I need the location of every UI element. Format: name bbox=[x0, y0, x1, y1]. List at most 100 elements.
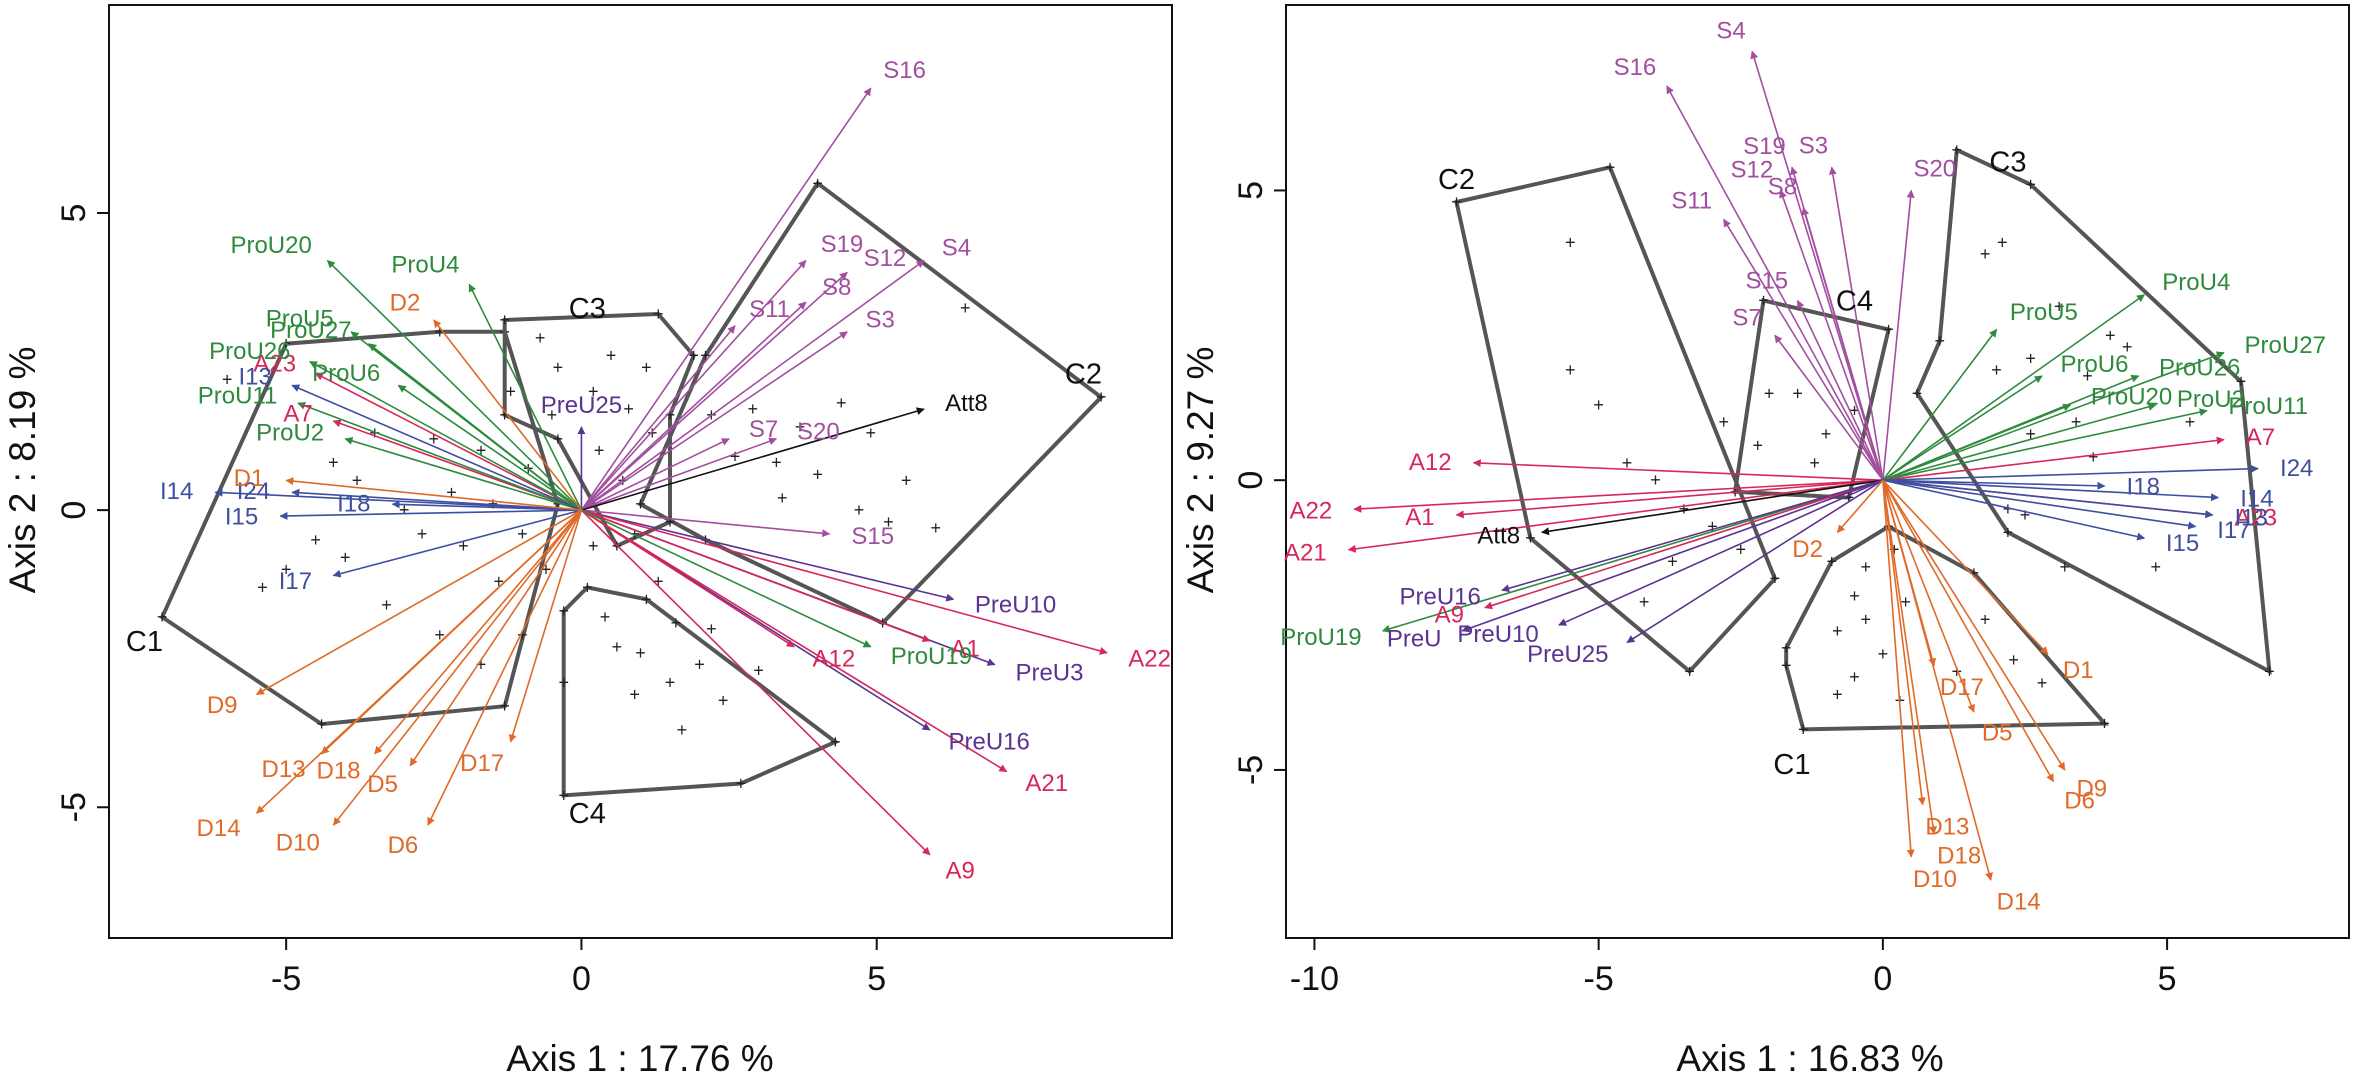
right-observation-point: + bbox=[2105, 325, 2116, 345]
left-vector-label-d17: D17 bbox=[460, 750, 504, 777]
left-vector-a22 bbox=[581, 509, 1108, 655]
right-vector-label-i24: I24 bbox=[2280, 455, 2313, 482]
right-vector-s15 bbox=[1796, 299, 1884, 481]
right-vector-label-prou26: ProU26 bbox=[2159, 355, 2240, 382]
right-vector-prou2 bbox=[1882, 402, 2157, 481]
left-hull-vertex-point: + bbox=[499, 696, 510, 716]
left-vector-d5 bbox=[409, 509, 583, 767]
left-hull-vertex-point: + bbox=[812, 173, 823, 193]
right-vector-prou27 bbox=[1882, 351, 2225, 481]
left-y-tick-label: -5 bbox=[55, 792, 93, 822]
left-vector-i13 bbox=[291, 384, 582, 511]
left-vector-a21 bbox=[581, 509, 1008, 773]
left-cluster-label-c2: C2 bbox=[1065, 358, 1102, 390]
left-vector-prou27 bbox=[368, 343, 582, 511]
right-vector-prou11 bbox=[1882, 408, 2208, 481]
left-observation-point: + bbox=[753, 661, 764, 681]
left-vector-d2 bbox=[433, 319, 583, 511]
left-cluster-label-c4: C4 bbox=[569, 798, 606, 830]
right-vector-label-preu25: PreU25 bbox=[1527, 641, 1608, 668]
left-vector-att8 bbox=[581, 407, 925, 511]
right-hull-vertex-point: + bbox=[2236, 372, 2247, 392]
left-vector-label-prou6: ProU6 bbox=[312, 360, 380, 387]
right-vector-label-s11: S11 bbox=[1671, 188, 1712, 215]
right-y-ticks: -5 0 5 bbox=[1232, 181, 1286, 785]
left-vector-label-prou19: ProU19 bbox=[891, 643, 972, 670]
left-observation-point: + bbox=[612, 637, 623, 657]
right-observation-point: + bbox=[1849, 667, 1860, 687]
right-vector-label-att8: Att8 bbox=[1477, 523, 1520, 550]
left-vector-label-att8: Att8 bbox=[945, 390, 988, 417]
right-cluster-label-c4: C4 bbox=[1836, 286, 1873, 318]
right-vector-label-i15: I15 bbox=[2166, 530, 2199, 557]
left-observation-point: + bbox=[866, 423, 877, 443]
right-vector-s8 bbox=[1801, 207, 1884, 481]
left-cluster-hull-c1 bbox=[159, 329, 560, 727]
left-observation-point: + bbox=[747, 399, 758, 419]
left-vector-prou11 bbox=[297, 401, 582, 511]
right-hull-vertex-point: + bbox=[1525, 528, 1536, 548]
left-observation-point: + bbox=[812, 464, 823, 484]
right-vector-prou19 bbox=[1381, 479, 1884, 633]
right-observation-point: + bbox=[1667, 551, 1678, 571]
left-hull-vertex-point: + bbox=[316, 714, 327, 734]
left-observation-point: + bbox=[777, 488, 788, 508]
left-vector-label-a9: A9 bbox=[946, 857, 975, 884]
right-vector-label-prou6: ProU6 bbox=[2060, 351, 2128, 378]
left-observation-point: + bbox=[594, 441, 605, 461]
right-vector-label-d13: D13 bbox=[1925, 814, 1969, 841]
right-cluster-hull-c3 bbox=[1914, 146, 2272, 675]
right-hull-vertex-point: + bbox=[1883, 320, 1894, 340]
left-vector-s4 bbox=[580, 259, 925, 511]
left-vector-label-s8: S8 bbox=[822, 274, 851, 301]
right-vector-d13 bbox=[1882, 480, 1926, 806]
right-vector-d9 bbox=[1882, 479, 2066, 771]
right-observation-point: + bbox=[1980, 244, 1991, 264]
left-vector-i15 bbox=[279, 509, 582, 520]
right-observation-point: + bbox=[1889, 540, 1900, 560]
left-hull-vertex-point: + bbox=[641, 589, 652, 609]
left-observation-point: + bbox=[476, 655, 487, 675]
right-hull-vertex-point: + bbox=[1781, 656, 1792, 676]
right-observation-point: + bbox=[2037, 673, 2048, 693]
left-observation-point: + bbox=[836, 393, 847, 413]
left-observation-point: + bbox=[629, 524, 640, 544]
right-hull-vertex-point: + bbox=[2264, 661, 2275, 681]
left-y-tick-label: 5 bbox=[55, 204, 93, 223]
right-observation-point: + bbox=[1861, 609, 1872, 629]
left-vector-prou19 bbox=[581, 509, 872, 648]
right-observation-point: + bbox=[2025, 348, 2036, 368]
right-plot-frame bbox=[1285, 4, 2350, 939]
right-vector-d14 bbox=[1882, 479, 1993, 881]
left-observation-point: + bbox=[310, 530, 321, 550]
right-hull-vertex-point: + bbox=[1826, 551, 1837, 571]
right-vector-label-d9: D9 bbox=[2076, 776, 2107, 803]
left-vector-label-a23: A23 bbox=[253, 350, 296, 377]
left-clusters: + + + + + + + + + + + + + + + + + + + + + + + + + + + + bbox=[157, 173, 1106, 805]
left-observation-point: + bbox=[706, 619, 717, 639]
left-observation-point: + bbox=[771, 453, 782, 473]
left-vector-s20 bbox=[581, 437, 778, 511]
right-vector-label-d10: D10 bbox=[1913, 866, 1957, 893]
left-hull-vertex-point: + bbox=[558, 785, 569, 805]
left-vector-label-s12: S12 bbox=[864, 245, 907, 272]
left-observation-point: + bbox=[517, 524, 528, 544]
right-vector-s16 bbox=[1666, 85, 1884, 481]
right-vector-preu bbox=[1461, 479, 1884, 633]
right-vector-label-a1: A1 bbox=[1405, 504, 1434, 531]
left-vector-label-d1: D1 bbox=[234, 465, 265, 492]
left-observation-point: + bbox=[446, 482, 457, 502]
left-vector-d9 bbox=[255, 509, 582, 696]
left-observation-point: + bbox=[541, 560, 552, 580]
right-vector-preu10 bbox=[1558, 479, 1884, 626]
right-vector-label-i13: I13 bbox=[2234, 504, 2267, 531]
left-vector-a23 bbox=[314, 372, 582, 511]
left-vector-label-d18: D18 bbox=[316, 758, 360, 785]
right-observation-point: + bbox=[2020, 505, 2031, 525]
right-vector-a1 bbox=[1455, 479, 1883, 519]
right-cluster-label-c1: C1 bbox=[1773, 749, 1810, 781]
right-observation-point: + bbox=[1718, 412, 1729, 432]
left-vector-s16 bbox=[580, 87, 872, 511]
right-hull-vertex-point: + bbox=[1798, 719, 1809, 739]
left-vector-label-s19: S19 bbox=[821, 231, 864, 258]
